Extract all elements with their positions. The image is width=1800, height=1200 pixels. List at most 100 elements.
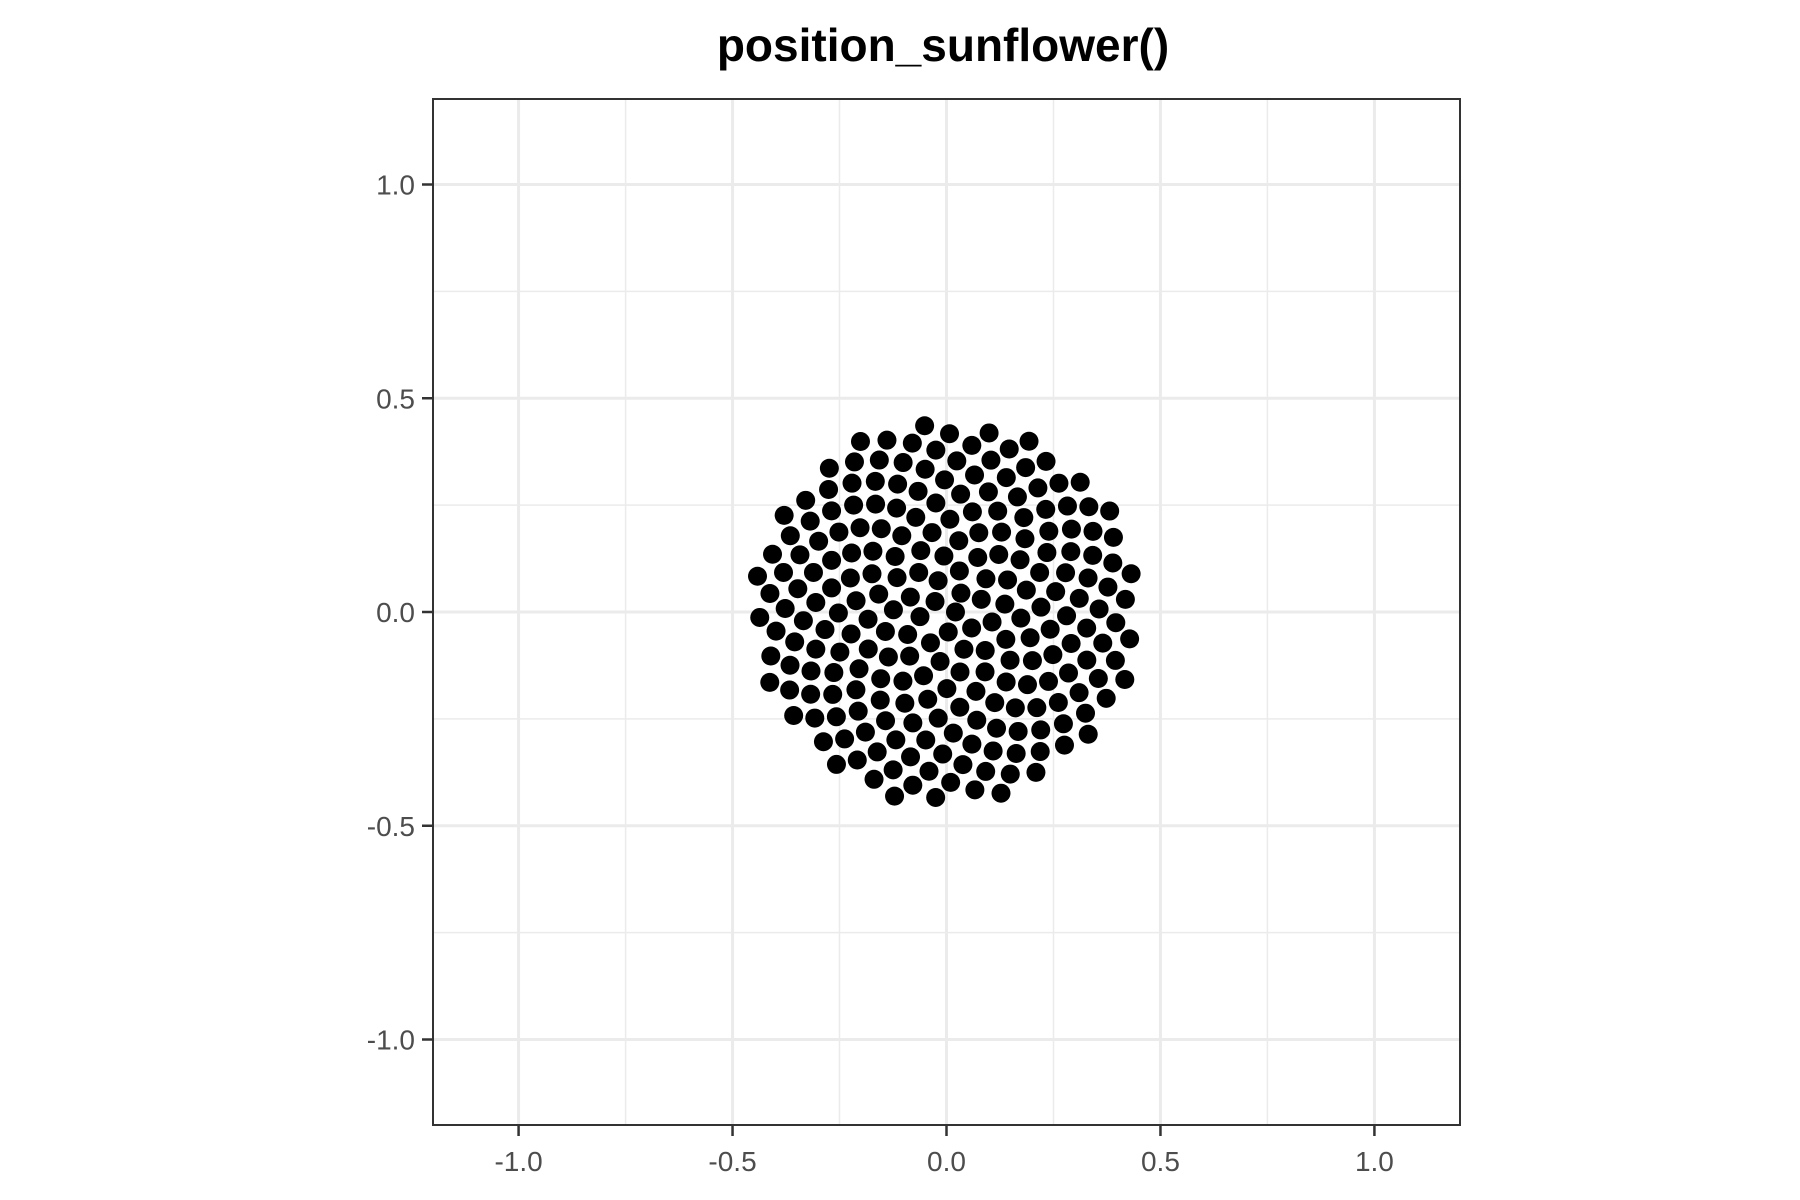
data-point [822,550,842,570]
data-point [785,632,805,652]
data-point [989,544,1009,564]
data-point [806,639,826,659]
data-point [760,584,780,604]
data-point [914,666,934,686]
data-point [801,661,821,681]
data-point [841,624,861,644]
data-point [975,662,995,682]
data-point [991,783,1011,803]
data-point [1103,553,1123,573]
data-point [999,439,1019,459]
data-point [846,680,866,700]
data-point [876,711,896,731]
data-point [976,569,996,589]
data-point [822,501,842,521]
data-point [982,612,1002,632]
data-point [774,562,794,582]
data-point [815,620,835,640]
data-point [1053,714,1073,734]
data-point [858,639,878,659]
data-point [1007,487,1027,507]
data-point [885,547,905,567]
data-point [928,571,948,591]
data-point [898,624,918,644]
data-point [1017,675,1037,695]
data-point [1014,508,1034,528]
data-point [1098,577,1118,597]
data-point [842,473,862,493]
chart-title: position_sunflower() [716,19,1170,71]
data-point [926,440,946,460]
data-point [919,761,939,781]
data-point [875,621,895,641]
data-point [865,471,885,491]
data-point [1016,458,1036,478]
data-point [1036,451,1056,471]
data-point [862,564,882,584]
data-point [903,775,923,795]
data-point [826,707,846,727]
data-point [1049,473,1069,493]
data-point [996,629,1016,649]
data-point [935,470,955,490]
data-point [909,562,929,582]
data-point [828,603,848,623]
data-point [975,640,995,660]
data-point [1030,742,1050,762]
data-point [916,730,936,750]
data-point [869,584,889,604]
x-tick-label: -0.5 [708,1146,756,1177]
data-point [760,672,780,692]
data-point [1020,628,1040,648]
data-point [824,663,844,683]
data-point [1057,606,1077,626]
data-point [1100,501,1120,521]
data-point [925,592,945,612]
data-point [800,511,820,531]
data-point [908,481,928,501]
data-point [922,523,942,543]
data-point [850,432,870,452]
data-point [965,465,985,485]
data-point [1037,543,1057,563]
y-tick-label: 0.5 [376,383,415,414]
data-point [1059,663,1079,683]
data-point [1000,764,1020,784]
data-point [926,787,946,807]
data-point [887,568,907,588]
data-point [1011,608,1031,628]
data-point [983,741,1003,761]
data-point [1057,496,1077,516]
data-point [888,474,908,494]
x-tick-label: -1.0 [494,1146,542,1177]
data-point [761,646,781,666]
data-point [1008,721,1028,741]
data-point [829,522,849,542]
data-point [893,671,913,691]
data-point [1000,650,1020,670]
data-point [1103,527,1123,547]
data-point [978,482,998,502]
data-point [933,744,953,764]
data-point [813,732,833,752]
data-point [1061,634,1081,654]
data-point [885,786,905,806]
data-point [1120,629,1140,649]
data-point [950,662,970,682]
data-point [903,713,923,733]
data-point [951,583,971,603]
data-point [966,681,986,701]
data-point [1089,599,1109,619]
data-point [1040,619,1060,639]
data-point [1036,499,1056,519]
data-point [819,458,839,478]
data-point [895,693,915,713]
data-point [846,591,866,611]
data-point [830,642,850,662]
data-point [915,459,935,479]
data-point [849,659,869,679]
data-point [774,505,794,525]
data-point [1105,650,1125,670]
data-point [938,622,958,642]
data-point [878,647,898,667]
